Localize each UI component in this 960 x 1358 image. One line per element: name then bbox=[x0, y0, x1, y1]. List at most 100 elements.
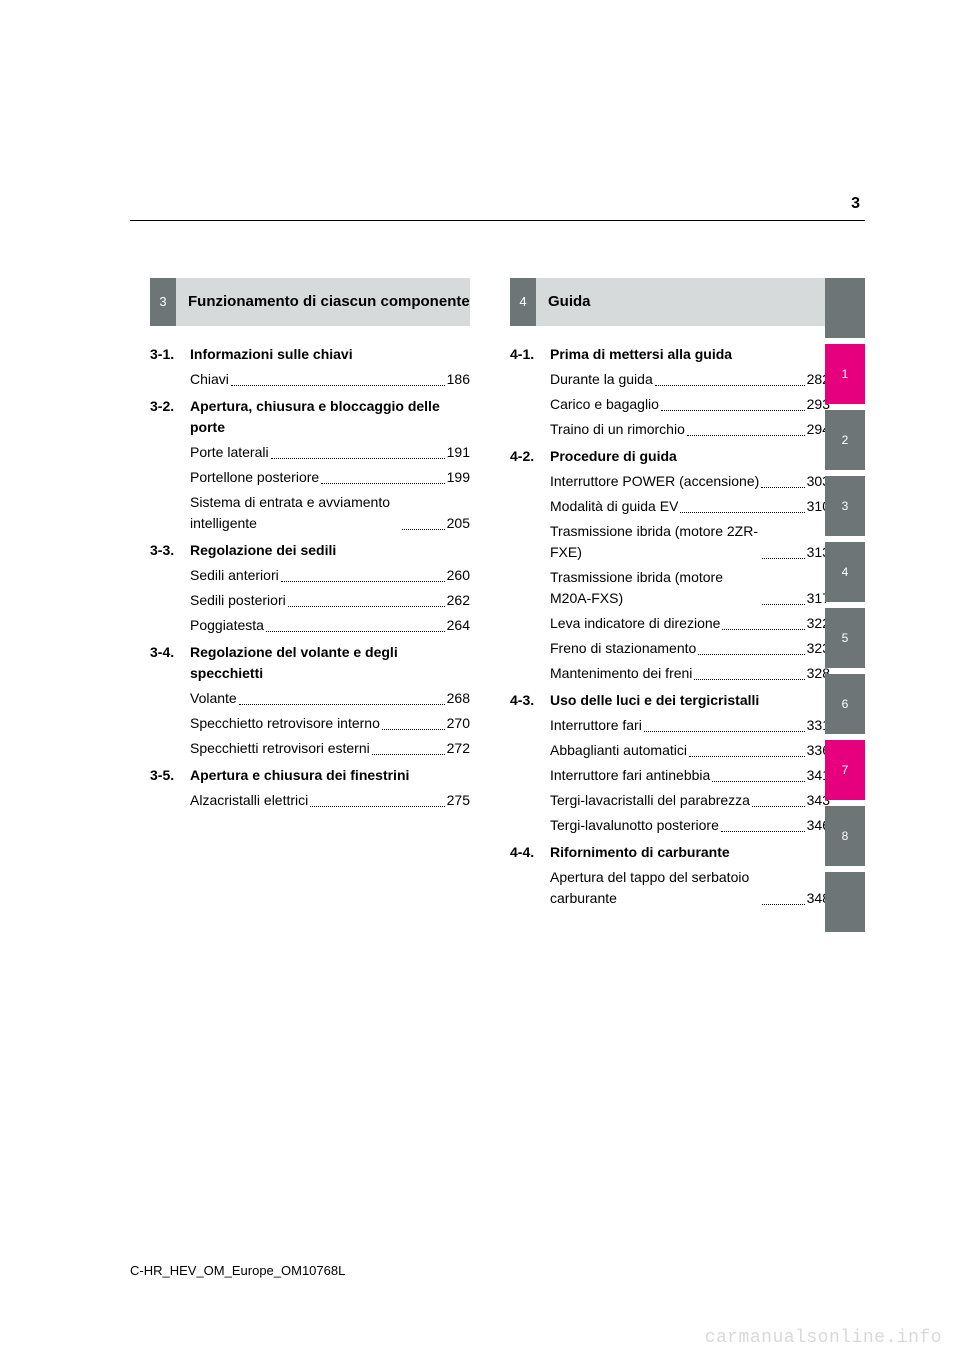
toc-entry: Interruttore POWER (accensione)303 bbox=[550, 471, 830, 492]
toc-leader-dots bbox=[382, 729, 445, 730]
section-header-4: 4 Guida bbox=[510, 278, 830, 326]
side-tab-6: 6 bbox=[825, 674, 865, 734]
toc-entries: Chiavi 186 bbox=[150, 369, 470, 390]
toc-subsection-number: 3-5. bbox=[150, 765, 190, 786]
toc-entry-page: 186 bbox=[447, 369, 470, 390]
toc-entry-label: Sistema di entrata e avviamento intellig… bbox=[190, 492, 400, 534]
toc-subsection-number: 4-2. bbox=[510, 446, 550, 467]
toc-subsection-title: Rifornimento di carburante bbox=[550, 842, 830, 863]
toc-entry: Tergi-lavacristalli del parabrezza343 bbox=[550, 790, 830, 811]
toc-entry: Freno di stazionamento323 bbox=[550, 638, 830, 659]
toc-entry-label: Specchietto retrovisore interno bbox=[190, 713, 380, 734]
toc-subsection-number: 4-3. bbox=[510, 690, 550, 711]
section-tab-3: 3 bbox=[150, 278, 176, 326]
toc-subsection: 3-3.Regolazione dei sedili bbox=[150, 540, 470, 561]
toc-entries: Interruttore POWER (accensione)303 Modali… bbox=[510, 471, 830, 684]
watermark: carmanualsonline.info bbox=[705, 1328, 942, 1348]
toc-entries: Volante268Specchietto retrovisore intern… bbox=[150, 688, 470, 759]
toc-entry-label: Mantenimento dei freni bbox=[550, 663, 692, 684]
toc-entry-label: Specchietti retrovisori esterni bbox=[190, 738, 370, 759]
toc-leader-dots bbox=[722, 629, 804, 630]
toc-entry-label: Trasmissione ibrida (motore 2ZR-FXE) bbox=[550, 521, 760, 563]
toc-entry: Poggiatesta 264 bbox=[190, 615, 470, 636]
toc-subsection-number: 4-1. bbox=[510, 344, 550, 365]
toc-subsection: 3-4.Regolazione del volante e degli spec… bbox=[150, 642, 470, 684]
toc-subsection: 3-1.Informazioni sulle chiavi bbox=[150, 344, 470, 365]
toc-leader-dots bbox=[372, 754, 445, 755]
toc-leader-dots bbox=[281, 581, 445, 582]
toc-leader-dots bbox=[698, 654, 804, 655]
toc-entry: Specchietto retrovisore interno270 bbox=[190, 713, 470, 734]
toc-leader-dots bbox=[321, 483, 444, 484]
toc-entry: Specchietti retrovisori esterni 272 bbox=[190, 738, 470, 759]
toc-entry: Sedili anteriori260 bbox=[190, 565, 470, 586]
toc-entry-label: Poggiatesta bbox=[190, 615, 264, 636]
toc-entries: Alzacristalli elettrici 275 bbox=[150, 790, 470, 811]
toc-entry-label: Durante la guida bbox=[550, 369, 653, 390]
toc-leader-dots bbox=[689, 756, 805, 757]
side-tab-3: 3 bbox=[825, 476, 865, 536]
toc-subsection: 4-1.Prima di mettersi alla guida bbox=[510, 344, 830, 365]
toc-entry-page: 205 bbox=[447, 513, 470, 534]
toc-entry: Mantenimento dei freni328 bbox=[550, 663, 830, 684]
toc-entry: Trasmissione ibrida (motore M20A-FXS)317 bbox=[550, 567, 830, 609]
toc-columns: 3 Funzionamento di ciascun componente 3-… bbox=[150, 278, 830, 909]
toc-subsection-title: Regolazione del volante e degli specchie… bbox=[190, 642, 470, 684]
toc-entry-page: 264 bbox=[447, 615, 470, 636]
toc-entry: Interruttore fari antinebbia341 bbox=[550, 765, 830, 786]
section-tab-4: 4 bbox=[510, 278, 536, 326]
toc-subsection-number: 3-4. bbox=[150, 642, 190, 663]
toc-entry: Apertura del tappo del serbatoio carbura… bbox=[550, 867, 830, 909]
toc-subsection-title: Informazioni sulle chiavi bbox=[190, 344, 470, 365]
manual-page: 3 3 Funzionamento di ciascun componente … bbox=[0, 0, 960, 1358]
toc-entry-label: Tergi-lavalunotto posteriore bbox=[550, 815, 719, 836]
toc-entries: Sedili anteriori260Sedili posteriori262P… bbox=[150, 565, 470, 636]
toc-entries: Apertura del tappo del serbatoio carbura… bbox=[510, 867, 830, 909]
toc-entry-page: 199 bbox=[447, 467, 470, 488]
side-tab-7: 7 bbox=[825, 740, 865, 800]
toc-entry: Porte laterali191 bbox=[190, 442, 470, 463]
toc-leader-dots bbox=[721, 831, 805, 832]
toc-entry: Modalità di guida EV310 bbox=[550, 496, 830, 517]
toc-entry-label: Apertura del tappo del serbatoio carbura… bbox=[550, 867, 760, 909]
toc-subsection-number: 4-4. bbox=[510, 842, 550, 863]
side-tab-8: 8 bbox=[825, 806, 865, 866]
side-tab-blank bbox=[825, 872, 865, 932]
toc-entry-page: 275 bbox=[447, 790, 470, 811]
section-header-3: 3 Funzionamento di ciascun componente bbox=[150, 278, 470, 326]
toc-subsection-number: 3-2. bbox=[150, 396, 190, 417]
toc-entry-label: Chiavi bbox=[190, 369, 229, 390]
side-tab-1: 1 bbox=[825, 344, 865, 404]
toc-leader-dots bbox=[310, 806, 444, 807]
side-tab-5: 5 bbox=[825, 608, 865, 668]
side-tab-4: 4 bbox=[825, 542, 865, 602]
toc-entry: Interruttore fari331 bbox=[550, 715, 830, 736]
toc-entry: Carico e bagaglio293 bbox=[550, 394, 830, 415]
toc-entry-label: Abbaglianti automatici bbox=[550, 740, 687, 761]
toc-entry: Traino di un rimorchio294 bbox=[550, 419, 830, 440]
toc-entry-page: 272 bbox=[447, 738, 470, 759]
toc-subsection-title: Apertura e chiusura dei finestrini bbox=[190, 765, 470, 786]
toc-entry-label: Interruttore POWER (accensione) bbox=[550, 471, 759, 492]
toc-subsection-number: 3-3. bbox=[150, 540, 190, 561]
toc-entry: Portellone posteriore199 bbox=[190, 467, 470, 488]
toc-entry-label: Interruttore fari bbox=[550, 715, 642, 736]
toc-entry-label: Modalità di guida EV bbox=[550, 496, 678, 517]
toc-subsection: 4-2.Procedure di guida bbox=[510, 446, 830, 467]
toc-entry-page: 268 bbox=[447, 688, 470, 709]
toc-leader-dots bbox=[644, 731, 805, 732]
toc-entry-label: Tergi-lavacristalli del parabrezza bbox=[550, 790, 750, 811]
toc-entry-label: Leva indicatore di direzione bbox=[550, 613, 720, 634]
toc-leader-dots bbox=[402, 529, 445, 530]
side-tab-2: 2 bbox=[825, 410, 865, 470]
toc-leader-dots bbox=[661, 410, 805, 411]
toc-subsection-title: Uso delle luci e dei tergicristalli bbox=[550, 690, 830, 711]
header-rule bbox=[130, 220, 865, 221]
toc-leader-dots bbox=[761, 487, 804, 488]
toc-subsection: 3-2.Apertura, chiusura e bloccaggio dell… bbox=[150, 396, 470, 438]
toc-leader-dots bbox=[752, 806, 805, 807]
toc-entry: Sistema di entrata e avviamento intellig… bbox=[190, 492, 470, 534]
toc-subsection: 3-5.Apertura e chiusura dei finestrini bbox=[150, 765, 470, 786]
toc-entry-label: Sedili posteriori bbox=[190, 590, 286, 611]
toc-entry-label: Alzacristalli elettrici bbox=[190, 790, 308, 811]
